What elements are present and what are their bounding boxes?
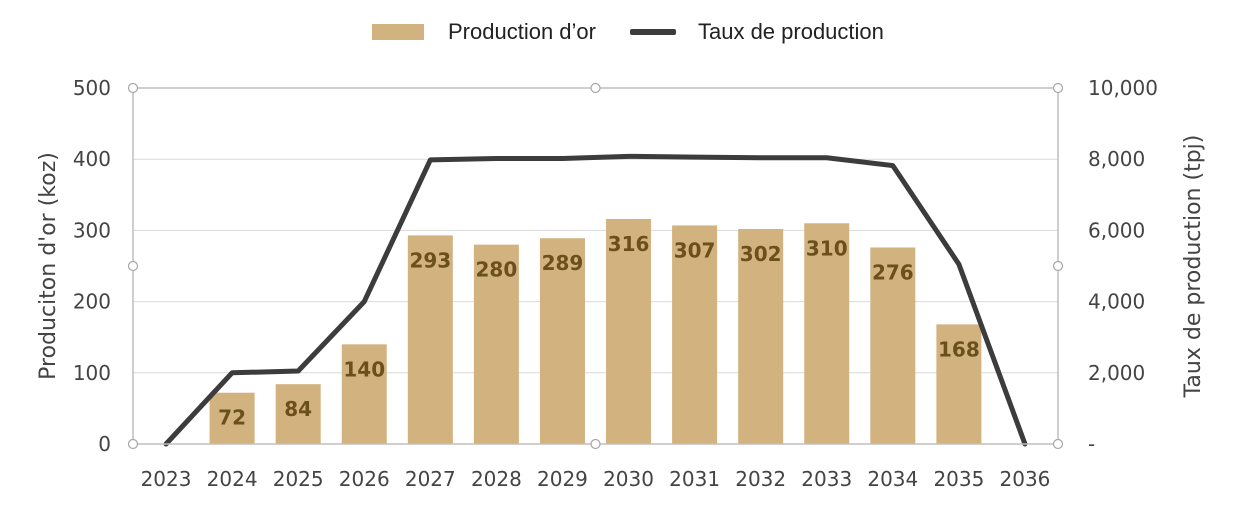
x-tick-label: 2033 — [801, 467, 852, 491]
x-tick-label: 2027 — [405, 467, 456, 491]
frame-handle — [127, 438, 139, 450]
bar-data-label: 72 — [218, 406, 246, 430]
y-axis-title: Produciton d'or (koz) — [36, 152, 61, 380]
bar-data-label: 289 — [542, 251, 584, 275]
line-series — [163, 153, 1028, 447]
bar-data-label: 84 — [284, 397, 312, 421]
x-tick-label: 2030 — [603, 467, 654, 491]
bar-data-label: 140 — [343, 357, 385, 381]
bar — [738, 228, 784, 444]
bar — [275, 384, 321, 444]
legend-item-line: Taux de production — [596, 19, 884, 45]
bar-data-label: 168 — [938, 337, 980, 361]
bar — [672, 225, 718, 444]
frame-handle — [1052, 260, 1064, 272]
frame-handle — [1052, 82, 1064, 94]
legend-line-label: Taux de production — [697, 19, 884, 44]
y2-tick-label: 10,000 — [1088, 76, 1158, 100]
bar — [209, 392, 255, 444]
legend-bar-label: Production d’or — [448, 19, 596, 44]
bar — [407, 235, 453, 444]
bar — [870, 247, 916, 444]
y2-tick-label: 6,000 — [1088, 218, 1145, 242]
y2-tick-label: 8,000 — [1088, 147, 1145, 171]
legend-item-bar: Production d’or — [372, 19, 596, 45]
y-tick-label: 400 — [73, 147, 111, 171]
legend-bar-swatch — [372, 24, 424, 40]
bar-data-label: 307 — [674, 238, 716, 262]
axes: 0 - 100 2,000 200 4,000 300 6,000 400 8,000 500 10,… — [73, 76, 1158, 491]
x-tick-label: 2034 — [867, 467, 918, 491]
bar — [539, 238, 585, 444]
bar-data-label: 280 — [476, 258, 518, 282]
y-tick-label: 100 — [73, 361, 111, 385]
production-rate-line — [163, 153, 1028, 447]
y-tick-label: 300 — [73, 218, 111, 242]
bar-data-label: 316 — [608, 232, 650, 256]
bar — [473, 244, 519, 444]
data-labels: 72 84 140 293 280 289 316 307 302 310 276 168 — [218, 232, 980, 430]
bar-data-label: 293 — [409, 248, 451, 272]
y-tick-label: 0 — [98, 432, 111, 456]
x-tick-label: 2026 — [339, 467, 390, 491]
x-tick-label: 2031 — [669, 467, 720, 491]
y-tick-label: 200 — [73, 290, 111, 314]
bar — [936, 324, 982, 444]
y2-tick-label: 2,000 — [1088, 361, 1145, 385]
bar — [804, 223, 850, 444]
gridlines — [133, 158, 1058, 374]
frame-handle — [1052, 438, 1064, 450]
x-tick-label: 2028 — [471, 467, 522, 491]
x-tick-label: 2023 — [141, 467, 192, 491]
y-tick-label: 500 — [73, 76, 111, 100]
x-tick-label: 2024 — [207, 467, 258, 491]
bar-data-label: 302 — [740, 242, 782, 266]
y2-axis-title: Taux de production (tpj) — [1181, 135, 1206, 399]
y2-tick-label: 4,000 — [1088, 290, 1145, 314]
plot-frame — [132, 87, 1059, 445]
legend-line-swatch — [629, 29, 676, 35]
y2-tick-label: - — [1088, 432, 1095, 456]
frame-handle — [590, 438, 601, 450]
frame-handle — [590, 82, 601, 94]
x-tick-label: 2032 — [735, 467, 786, 491]
x-tick-label: 2029 — [537, 467, 588, 491]
frame-handle — [127, 260, 139, 272]
x-tick-label: 2025 — [273, 467, 324, 491]
frame-handle — [127, 82, 139, 94]
x-tick-label: 2036 — [1000, 467, 1051, 491]
bar-data-label: 310 — [806, 236, 848, 260]
x-tick-label: 2035 — [933, 467, 984, 491]
bar — [341, 344, 387, 444]
bar — [606, 219, 652, 444]
bar-data-label: 276 — [872, 260, 914, 284]
legend: Production d’or Taux de production — [372, 14, 884, 50]
bar-series — [209, 219, 982, 444]
